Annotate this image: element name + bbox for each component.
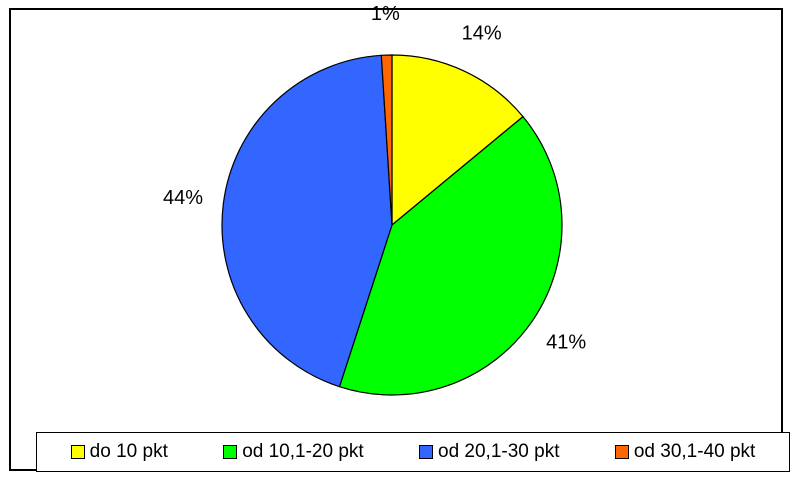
legend: do 10 pkt od 10,1-20 pkt od 20,1-30 pkt … (36, 432, 790, 472)
legend-item-2: od 20,1-30 pkt (419, 441, 560, 463)
legend-swatch-0 (70, 445, 85, 459)
legend-label-0: do 10 pkt (89, 441, 168, 462)
pie-slice-3 (380, 54, 393, 226)
pie-slice-1 (338, 115, 563, 396)
legend-item-3: od 30,1-40 pkt (614, 441, 756, 463)
legend-swatch-3 (614, 445, 629, 459)
legend-item-0: do 10 pkt (70, 441, 168, 463)
legend-swatch-2 (419, 445, 434, 459)
slice-label-1: 41% (546, 332, 586, 354)
slice-label-0: 14% (462, 23, 502, 45)
slice-label-2: 44% (163, 187, 203, 209)
slice-label-3: 1% (371, 3, 400, 25)
pie-slice-0 (391, 54, 524, 227)
pie-slice-2 (221, 54, 393, 388)
legend-label-3: od 30,1-40 pkt (633, 441, 756, 462)
legend-swatch-1 (223, 445, 238, 459)
legend-label-1: od 10,1-20 pkt (242, 441, 364, 462)
legend-item-1: od 10,1-20 pkt (223, 441, 364, 463)
legend-label-2: od 20,1-30 pkt (438, 441, 560, 462)
